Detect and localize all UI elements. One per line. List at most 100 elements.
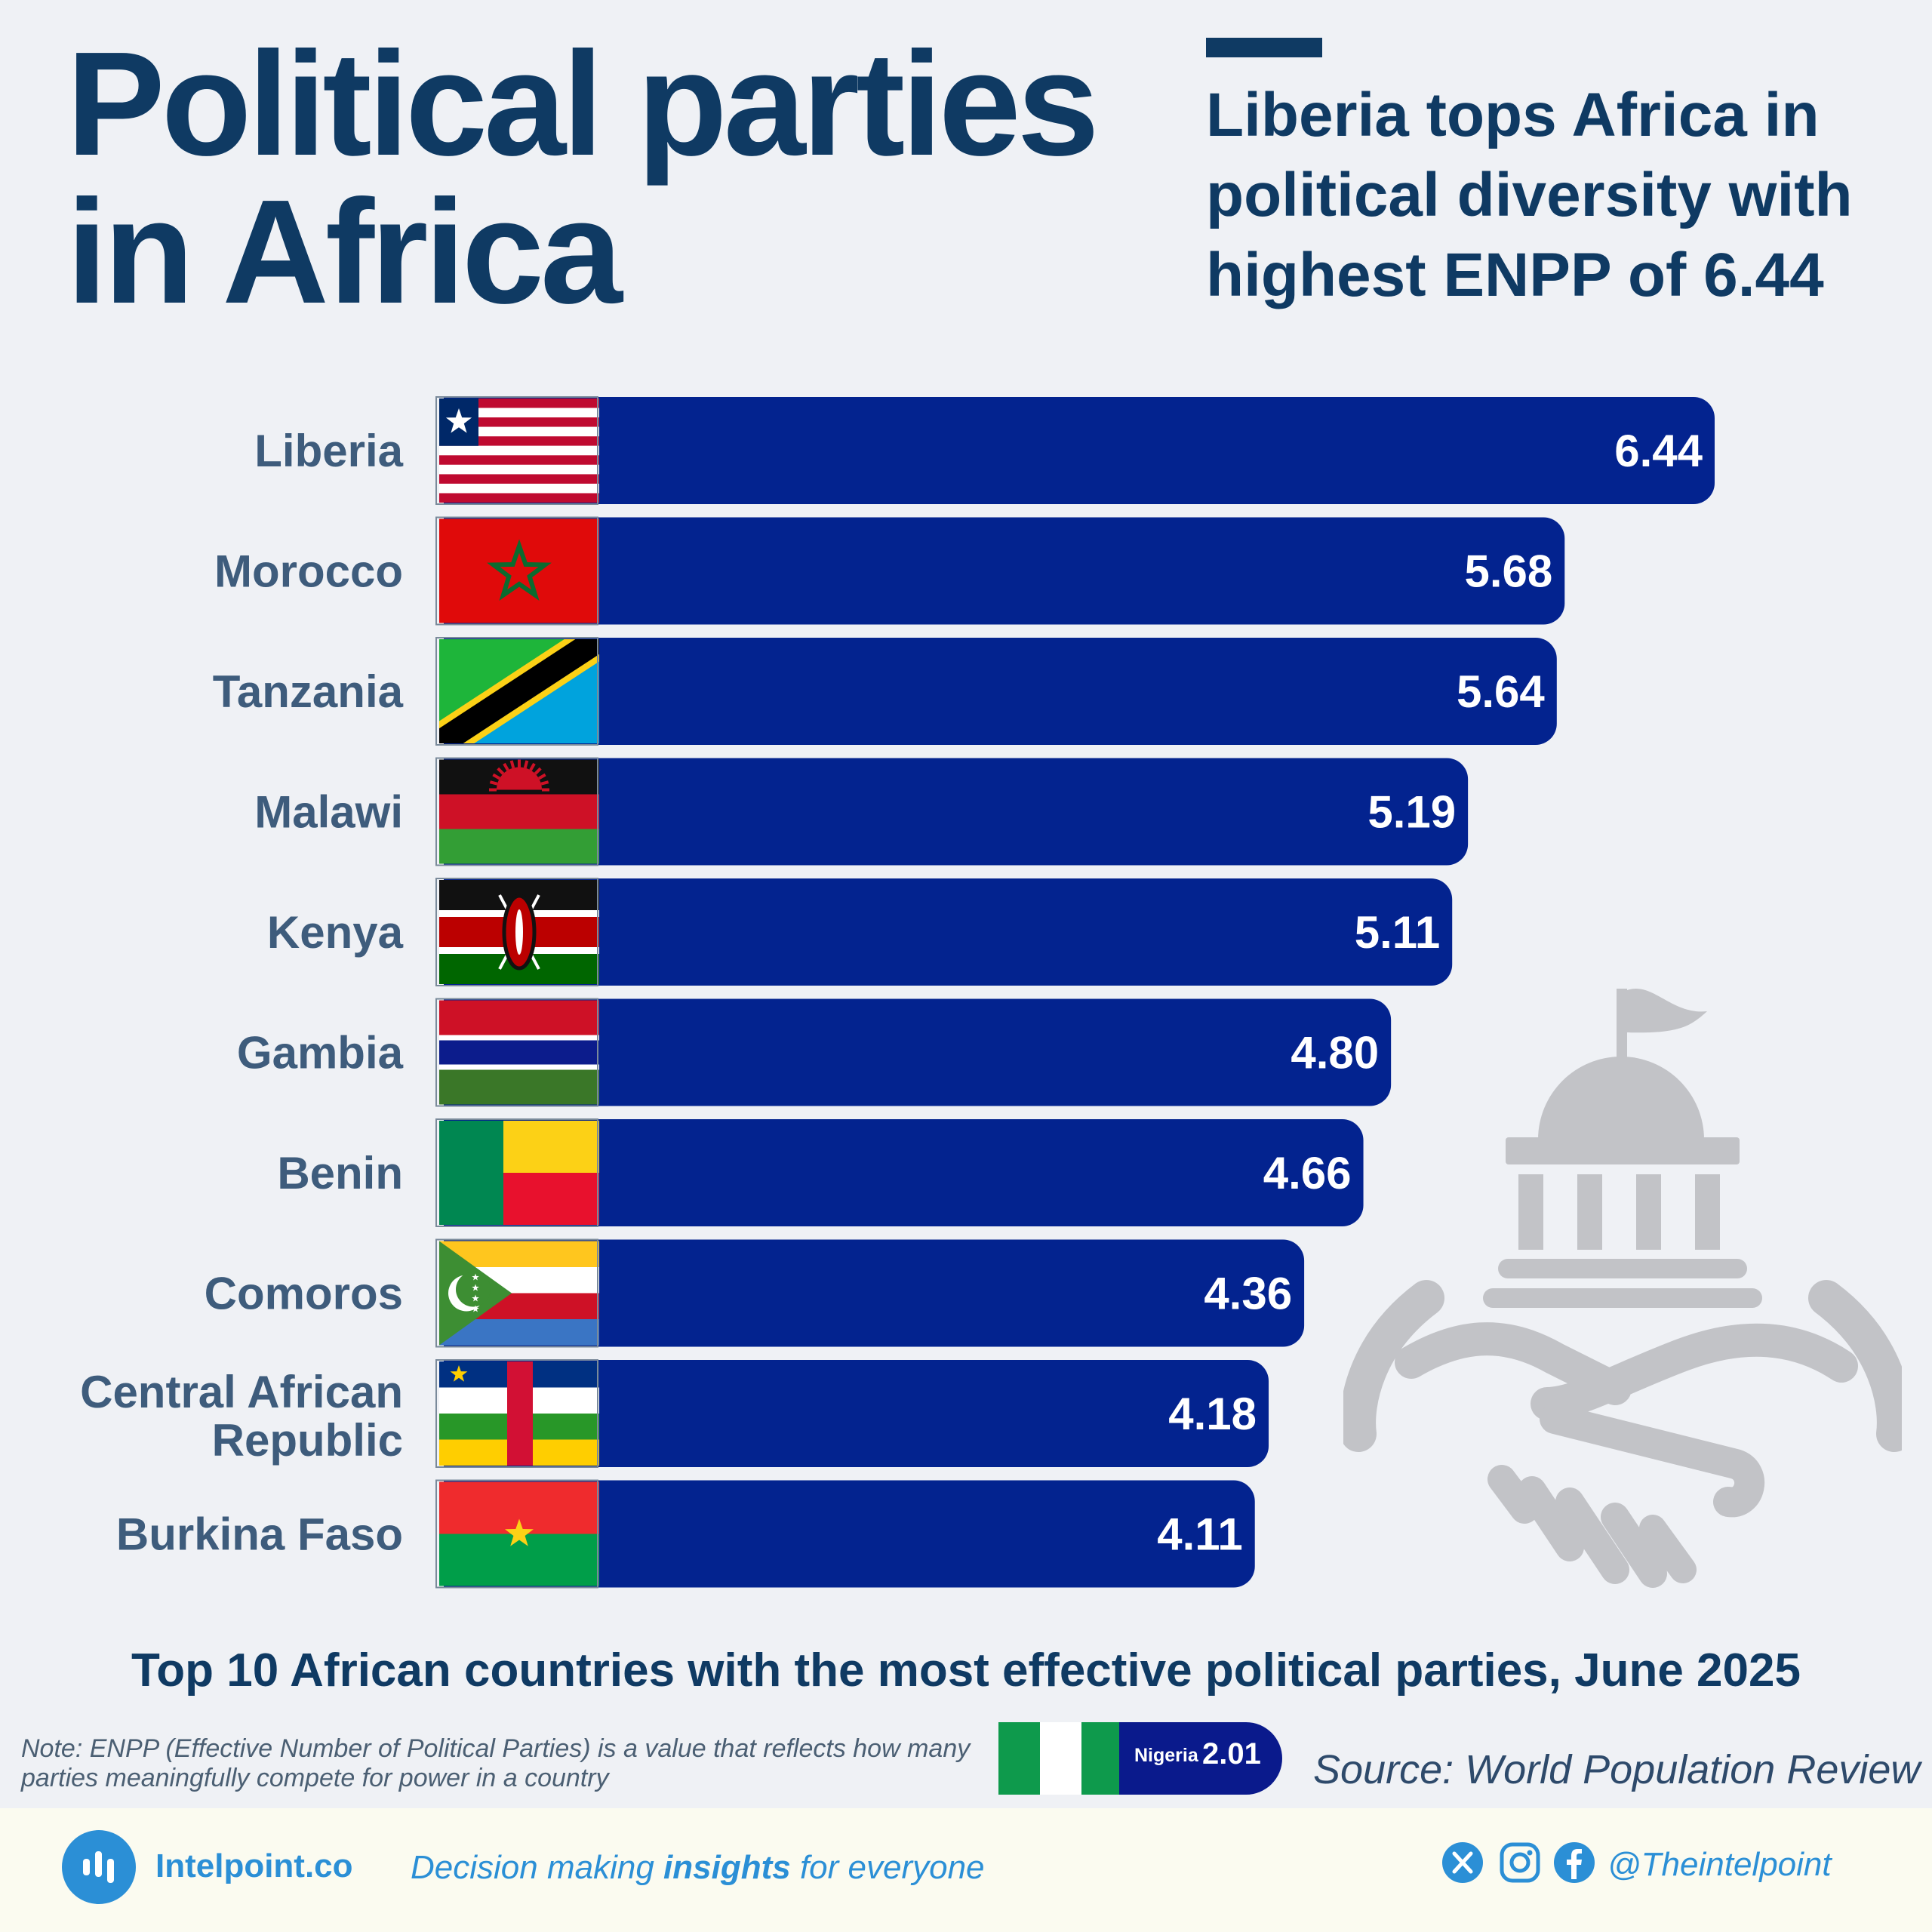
- flag-part: [439, 639, 599, 743]
- value-label: 4.80: [1291, 1028, 1379, 1078]
- chart-caption: Top 10 African countries with the most e…: [131, 1644, 1801, 1697]
- flag-part: [456, 1272, 491, 1307]
- flag-part: [489, 780, 498, 786]
- flag-border: [435, 1238, 598, 1348]
- brand-link[interactable]: Intelpoint.co: [155, 1847, 353, 1884]
- category-label: Malawi: [254, 787, 403, 838]
- flag-central-african-republic-icon: [439, 1361, 599, 1466]
- value-label: 5.64: [1457, 666, 1545, 717]
- nigeria-label: Nigeria: [1134, 1745, 1198, 1766]
- bar-kenya: [444, 878, 1453, 986]
- category-label: Gambia: [237, 1028, 404, 1078]
- flag-part: [439, 417, 599, 427]
- bar-malawi: [444, 758, 1469, 866]
- flag-part: [439, 483, 599, 494]
- flag-gambia-icon: [439, 1000, 599, 1105]
- flag-part: [439, 445, 599, 456]
- flag-part: [439, 1000, 599, 1035]
- bar-tanzania: [444, 638, 1557, 745]
- value-label: 5.19: [1367, 787, 1456, 838]
- flag-comoros-icon: [439, 1241, 599, 1346]
- bar-liberia: [444, 397, 1715, 504]
- flag-part: [540, 780, 549, 786]
- flag-part: [439, 794, 599, 829]
- flag-part: [537, 773, 546, 780]
- value-label: 6.44: [1614, 426, 1703, 476]
- chart-subtitle: Liberia tops Africa in political diversi…: [1206, 81, 1853, 309]
- flag-morocco-icon: [439, 518, 599, 623]
- flag-part: [439, 436, 599, 446]
- accent-bar: [1206, 38, 1322, 57]
- bar-benin: [444, 1119, 1364, 1226]
- flag-part: [439, 1040, 599, 1065]
- category-label: Comoros: [205, 1269, 403, 1319]
- flag-part: [439, 464, 599, 475]
- category-label: Tanzania: [213, 666, 404, 717]
- flag-border: [435, 757, 598, 866]
- flag-part: [523, 760, 529, 769]
- bar-morocco: [444, 517, 1565, 625]
- nigeria-comparison: Nigeria 2.01: [998, 1722, 1282, 1795]
- flag-benin-icon: [439, 1121, 599, 1225]
- flag-part: [439, 1534, 599, 1586]
- source-text: Source: World Population Review: [1313, 1747, 1921, 1792]
- flag-part: [439, 455, 599, 465]
- chart-title: Political parties in Africa: [66, 30, 1123, 326]
- value-label: 5.11: [1355, 907, 1440, 958]
- flag-part: [503, 1121, 599, 1173]
- value-label: 4.66: [1263, 1148, 1352, 1198]
- flag-border: [435, 1359, 598, 1468]
- flag-burkina-faso-icon: [439, 1481, 599, 1586]
- bar-central-african-republic: [444, 1360, 1269, 1467]
- nigeria-pill: Nigeria 2.01: [1119, 1722, 1282, 1795]
- bar-chart: Liberia 6.44 Morocco 5.68 Tanzania 5.64 Malawi…: [80, 396, 1715, 1589]
- flag-part: [439, 398, 599, 408]
- tagline-pre: Decision making: [411, 1849, 664, 1886]
- flag-part: [439, 518, 599, 623]
- flag-border: [435, 396, 598, 505]
- flag-part: [439, 408, 599, 418]
- flag-part: [439, 829, 599, 864]
- tagline: Decision making insights for everyone: [411, 1849, 985, 1887]
- x-twitter-icon[interactable]: [1441, 1841, 1484, 1884]
- tagline-bold: insights: [663, 1849, 791, 1886]
- flag-part: [472, 1284, 479, 1291]
- flag-part: [497, 767, 505, 775]
- flag-tanzania-icon: [439, 639, 599, 743]
- nigeria-value: 2.01: [1202, 1737, 1261, 1770]
- flag-part: [472, 1273, 479, 1281]
- category-label: Kenya: [267, 907, 404, 958]
- flag-part: [507, 1361, 533, 1466]
- value-label: 4.36: [1204, 1269, 1292, 1319]
- flag-part: [505, 1518, 534, 1546]
- category-label: Central African Republic: [80, 1367, 403, 1466]
- flag-border: [435, 637, 598, 746]
- value-label: 5.68: [1464, 546, 1552, 597]
- bar-comoros: [444, 1239, 1305, 1347]
- flag-part: [503, 1173, 599, 1225]
- category-label: Burkina Faso: [116, 1509, 403, 1560]
- intelpoint-logo-icon[interactable]: [62, 1830, 136, 1904]
- flag-border: [435, 998, 598, 1107]
- social-handle[interactable]: @Theintelpoint: [1607, 1846, 1832, 1883]
- flag-part: [439, 474, 599, 484]
- bar-burkina-faso: [444, 1480, 1255, 1588]
- facebook-icon[interactable]: [1553, 1841, 1595, 1884]
- flag-liberia-icon: [439, 398, 599, 503]
- category-label: Liberia: [254, 426, 403, 476]
- flag-part: [439, 1121, 503, 1225]
- flag-part: [497, 767, 542, 790]
- bar-gambia: [444, 998, 1392, 1106]
- flag-part: [487, 539, 552, 601]
- flag-part: [509, 760, 515, 769]
- flag-border: [435, 1118, 598, 1227]
- flag-border: [435, 878, 598, 986]
- flag-part: [503, 762, 509, 771]
- flag-border: [435, 1479, 598, 1589]
- flag-border: [435, 516, 598, 626]
- value-label: 4.18: [1168, 1389, 1257, 1439]
- flag-part: [515, 909, 523, 955]
- instagram-icon[interactable]: [1499, 1841, 1541, 1884]
- flag-part: [450, 1365, 468, 1382]
- nigeria-flag-icon: [998, 1722, 1123, 1795]
